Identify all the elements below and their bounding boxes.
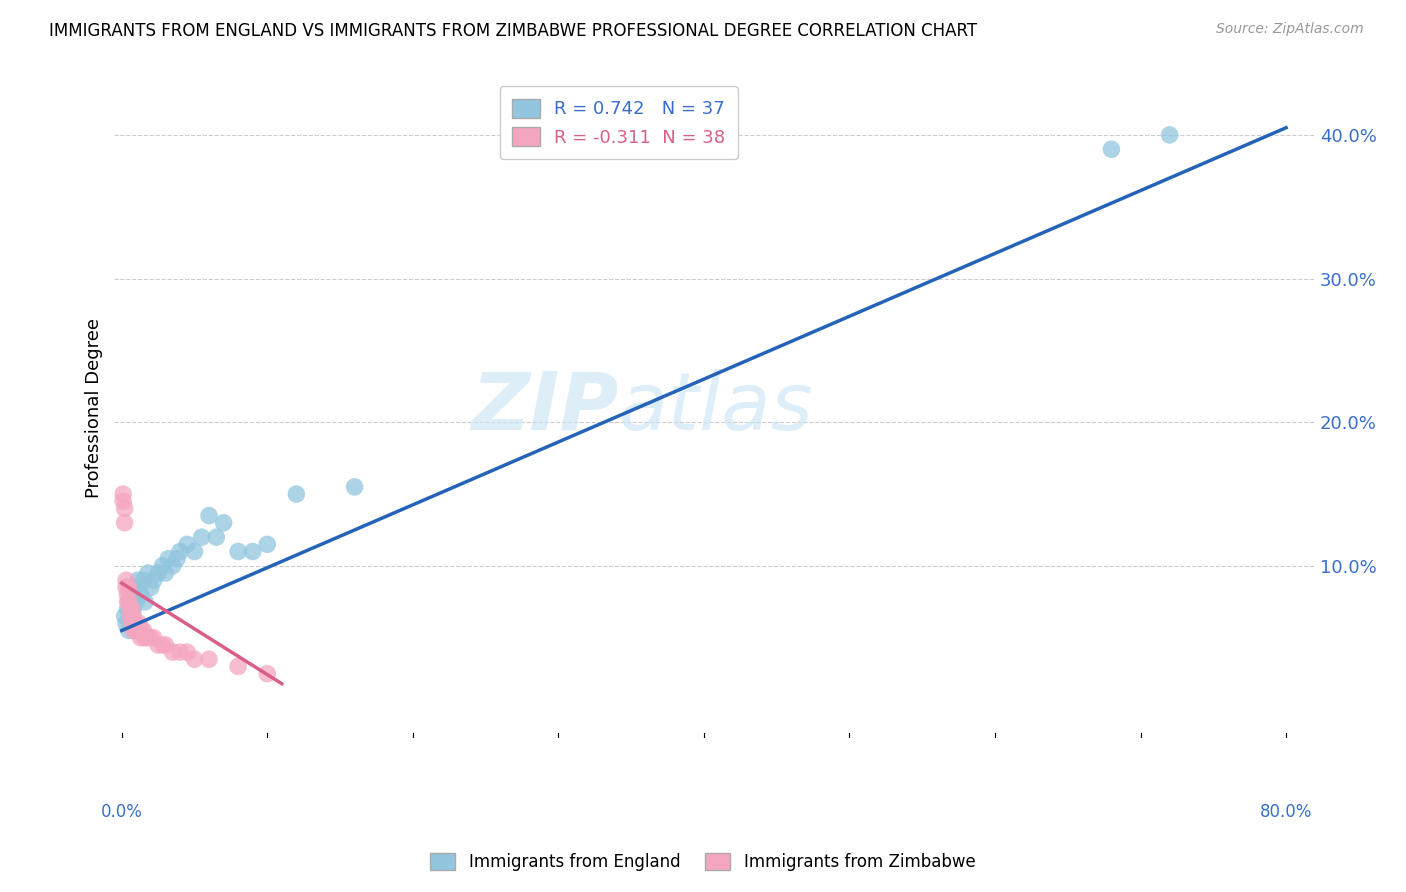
Point <box>162 645 184 659</box>
Point <box>129 588 152 602</box>
Point <box>162 558 184 573</box>
Point <box>114 501 136 516</box>
Point <box>115 574 138 588</box>
Point <box>112 494 135 508</box>
Point <box>128 581 150 595</box>
Point <box>122 609 145 624</box>
Point <box>127 574 149 588</box>
Point <box>142 631 165 645</box>
Point <box>121 616 143 631</box>
Point <box>155 566 177 580</box>
Point <box>125 624 148 638</box>
Y-axis label: Professional Degree: Professional Degree <box>86 318 103 498</box>
Point <box>146 566 169 580</box>
Point <box>285 487 308 501</box>
Point <box>136 631 159 645</box>
Point <box>1099 142 1122 156</box>
Point <box>256 666 278 681</box>
Legend: R = 0.742   N = 37, R = -0.311  N = 38: R = 0.742 N = 37, R = -0.311 N = 38 <box>499 87 738 160</box>
Point <box>183 544 205 558</box>
Point <box>169 645 191 659</box>
Point <box>132 574 155 588</box>
Point <box>155 638 177 652</box>
Point <box>146 638 169 652</box>
Point <box>142 574 165 588</box>
Point <box>205 530 228 544</box>
Point <box>256 537 278 551</box>
Point <box>118 624 141 638</box>
Point <box>127 624 149 638</box>
Point <box>114 609 136 624</box>
Point <box>117 602 139 616</box>
Point <box>242 544 264 558</box>
Point <box>125 595 148 609</box>
Point <box>124 581 146 595</box>
Point <box>118 595 141 609</box>
Text: IMMIGRANTS FROM ENGLAND VS IMMIGRANTS FROM ZIMBABWE PROFESSIONAL DEGREE CORRELAT: IMMIGRANTS FROM ENGLAND VS IMMIGRANTS FR… <box>49 22 977 40</box>
Point <box>117 588 139 602</box>
Text: 0.0%: 0.0% <box>101 803 142 821</box>
Text: atlas: atlas <box>619 369 814 447</box>
Point <box>152 638 174 652</box>
Point <box>121 602 143 616</box>
Legend: Immigrants from England, Immigrants from Zimbabwe: Immigrants from England, Immigrants from… <box>422 845 984 880</box>
Point <box>343 480 366 494</box>
Point <box>136 566 159 580</box>
Point <box>139 581 162 595</box>
Point <box>176 645 198 659</box>
Point <box>122 602 145 616</box>
Text: Source: ZipAtlas.com: Source: ZipAtlas.com <box>1216 22 1364 37</box>
Point <box>176 537 198 551</box>
Point <box>152 558 174 573</box>
Point <box>120 609 142 624</box>
Point <box>115 581 138 595</box>
Point <box>166 551 188 566</box>
Text: 80.0%: 80.0% <box>1260 803 1312 821</box>
Point <box>114 516 136 530</box>
Point <box>120 602 142 616</box>
Point <box>131 624 153 638</box>
Point <box>115 616 138 631</box>
Point <box>226 659 249 673</box>
Point <box>190 530 212 544</box>
Point <box>183 652 205 666</box>
Point <box>117 595 139 609</box>
Point <box>198 652 221 666</box>
Text: ZIP: ZIP <box>471 369 619 447</box>
Point <box>157 551 180 566</box>
Point <box>120 595 142 609</box>
Point <box>169 544 191 558</box>
Point <box>1159 128 1181 142</box>
Point <box>129 631 152 645</box>
Point <box>132 624 155 638</box>
Point <box>128 616 150 631</box>
Point <box>198 508 221 523</box>
Point <box>212 516 235 530</box>
Point <box>226 544 249 558</box>
Point <box>134 631 156 645</box>
Point <box>139 631 162 645</box>
Point <box>124 616 146 631</box>
Point <box>121 588 143 602</box>
Point <box>122 624 145 638</box>
Point <box>118 581 141 595</box>
Point <box>134 595 156 609</box>
Point <box>112 487 135 501</box>
Point <box>125 616 148 631</box>
